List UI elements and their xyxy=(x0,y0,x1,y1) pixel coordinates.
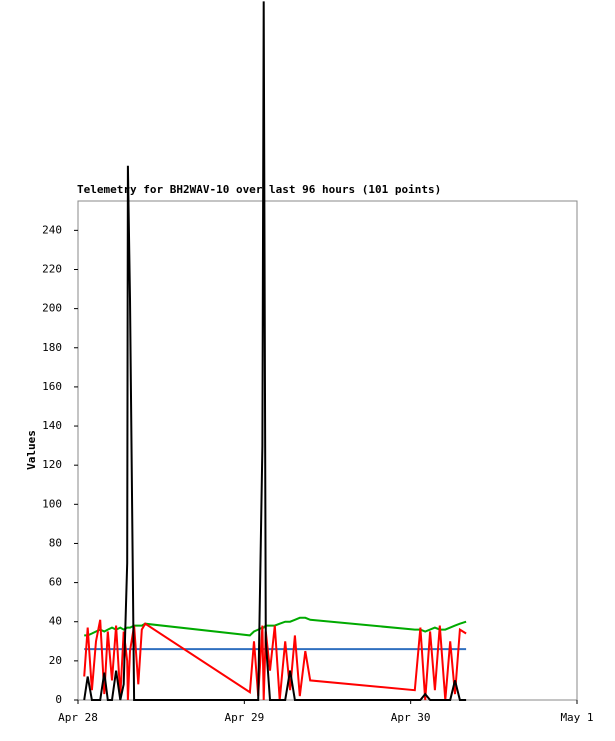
y-axis-label: Values xyxy=(25,430,38,470)
y-tick-label: 60 xyxy=(49,576,62,589)
series-line xyxy=(83,619,467,701)
y-tick-label: 180 xyxy=(42,341,62,354)
chart-title: Telemetry for BH2WAV-10 over last 96 hou… xyxy=(77,183,441,196)
x-tick-label: May 1 xyxy=(560,711,593,724)
y-tick-label: 0 xyxy=(55,693,62,706)
x-tick-label: Apr 30 xyxy=(391,711,431,724)
x-tick-label: Apr 29 xyxy=(224,711,264,724)
y-tick-label: 100 xyxy=(42,497,62,510)
y-tick-label: 140 xyxy=(42,419,62,432)
y-tick-label: 240 xyxy=(42,223,62,236)
y-tick-label: 220 xyxy=(42,262,62,275)
x-tick-label: Apr 28 xyxy=(58,711,98,724)
y-tick-label: 40 xyxy=(49,615,62,628)
y-tick-label: 160 xyxy=(42,380,62,393)
y-tick-label: 80 xyxy=(49,536,62,549)
y-tick-label: 120 xyxy=(42,458,62,471)
series-line xyxy=(83,1,467,701)
y-tick-label: 20 xyxy=(49,654,62,667)
y-tick-label: 200 xyxy=(42,302,62,315)
